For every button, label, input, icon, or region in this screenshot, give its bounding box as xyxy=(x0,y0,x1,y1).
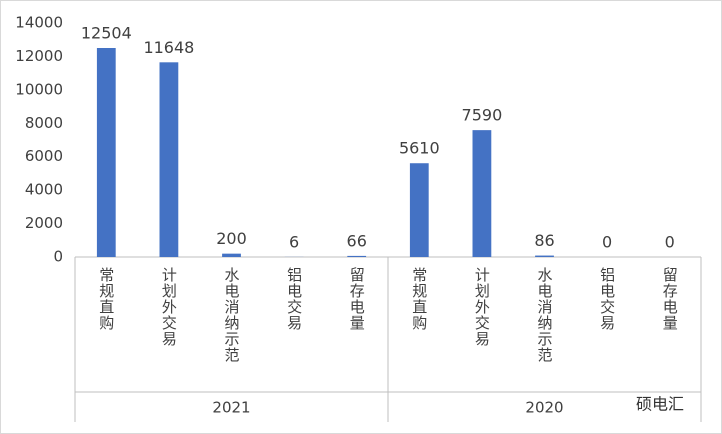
value-label: 86 xyxy=(534,231,554,250)
x-tick-label: 计划外交易 xyxy=(160,267,178,347)
y-tick-label: 4000 xyxy=(25,181,63,199)
value-label: 5610 xyxy=(399,139,440,158)
value-label: 12504 xyxy=(81,24,132,43)
bar xyxy=(96,48,116,257)
value-label: 0 xyxy=(665,233,675,252)
y-tick-label: 14000 xyxy=(15,14,63,32)
y-tick-label: 12000 xyxy=(15,47,63,65)
value-label: 66 xyxy=(347,231,367,250)
x-tick-label: 铝电交易 xyxy=(285,267,303,331)
x-tick-label: 留存电量 xyxy=(661,267,679,331)
y-tick-label: 0 xyxy=(53,248,63,266)
x-tick-label: 留存电量 xyxy=(348,267,366,331)
value-label: 7590 xyxy=(462,106,503,125)
x-tick-label: 水电消纳示范 xyxy=(223,267,241,363)
watermark: 硕电汇 xyxy=(636,395,684,414)
bar xyxy=(472,130,492,257)
bar xyxy=(347,255,367,257)
y-tick-label: 2000 xyxy=(25,214,63,232)
x-tick-label: 常规直购 xyxy=(410,267,428,331)
group-label: 2020 xyxy=(525,399,563,417)
value-label: 11648 xyxy=(143,38,194,57)
group-label: 2021 xyxy=(212,399,250,417)
x-tick-label: 常规直购 xyxy=(97,267,115,331)
value-label: 200 xyxy=(216,229,247,248)
x-tick-label: 铝电交易 xyxy=(598,267,616,331)
bar xyxy=(159,62,179,258)
bar xyxy=(222,253,241,257)
bar xyxy=(535,255,554,257)
y-tick-label: 10000 xyxy=(15,80,63,98)
y-tick-label: 8000 xyxy=(25,114,63,132)
x-tick-label: 水电消纳示范 xyxy=(536,267,554,363)
value-label: 0 xyxy=(602,233,612,252)
y-tick-label: 6000 xyxy=(25,147,63,165)
bar xyxy=(409,163,429,257)
value-label: 6 xyxy=(289,232,299,251)
x-tick-label: 计划外交易 xyxy=(473,267,491,347)
